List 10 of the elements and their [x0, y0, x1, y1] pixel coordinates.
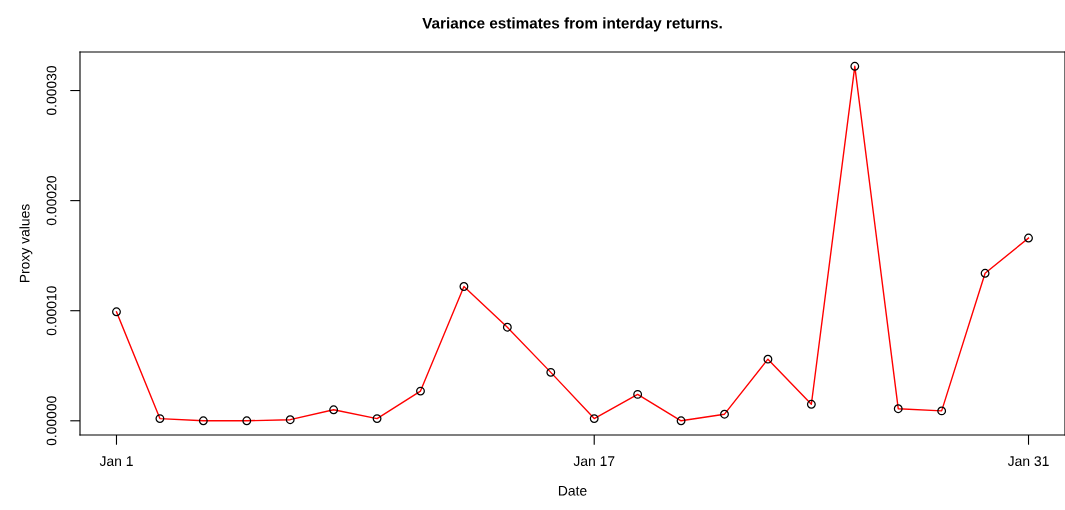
y-tick-label: 0.00010: [46, 286, 57, 336]
x-axis-title: Date: [558, 485, 587, 496]
x-tick-label: Jan 17: [573, 456, 615, 467]
y-tick-label: 0.00020: [46, 176, 57, 226]
chart-title: Variance estimates from interday returns.: [422, 17, 722, 32]
y-tick-label: 0.00000: [46, 396, 57, 446]
y-axis-title: Proxy values: [19, 204, 33, 283]
y-tick-label: 0.00030: [46, 65, 57, 116]
x-tick-label: Jan 1: [99, 456, 133, 467]
x-tick-label: Jan 31: [1007, 456, 1049, 467]
